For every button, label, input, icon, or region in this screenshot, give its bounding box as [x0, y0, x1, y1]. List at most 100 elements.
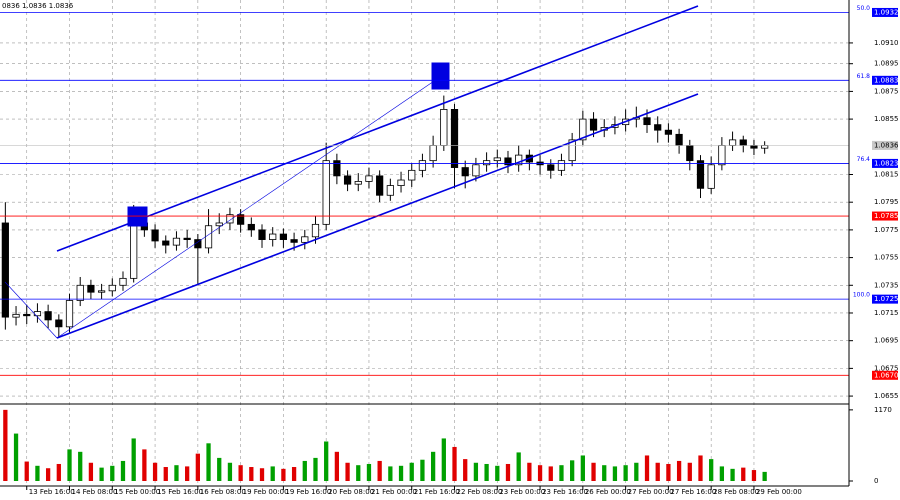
volume-bar: [388, 466, 393, 481]
volume-bar: [666, 463, 671, 481]
y-tick-label: 1.0815: [874, 170, 899, 178]
candle-body: [215, 222, 223, 227]
volume-bar: [505, 463, 511, 481]
volume-bar: [206, 443, 211, 481]
volume-bar: [142, 449, 147, 481]
x-tick-label: 13 Feb 16:00: [29, 488, 75, 496]
x-tick-label: 14 Feb 08:00: [72, 488, 118, 496]
volume-bar: [719, 466, 725, 481]
candle-body: [397, 179, 405, 186]
level-tag: [872, 158, 898, 168]
y-tick-label: 1.0695: [874, 337, 899, 345]
trend-line: [56, 76, 441, 339]
candle-body: [568, 139, 576, 162]
volume-bar: [441, 438, 446, 481]
volume-bar: [559, 465, 564, 481]
candle-body: [557, 160, 566, 171]
candle-body: [151, 229, 159, 242]
fib-label: 76.4: [857, 156, 871, 163]
level-tag: [872, 75, 898, 85]
candle-body: [493, 157, 501, 162]
volume-bar: [495, 465, 500, 481]
volume-bar: [174, 465, 179, 481]
overlay-layer: [0, 12, 849, 376]
channel-upper: [56, 5, 699, 252]
candle-body: [654, 124, 662, 131]
candle-body: [183, 237, 191, 240]
candle-body: [130, 222, 138, 279]
level-label: 1.0932: [874, 8, 899, 16]
candle-body: [761, 145, 769, 149]
volume-bar: [56, 463, 61, 481]
x-tick-label: 15 Feb 16:00: [157, 488, 203, 496]
candle-body: [696, 160, 705, 189]
fib-label: 50.0: [857, 5, 871, 12]
candle-body: [504, 157, 512, 166]
y-tick-label: 1.0775: [874, 226, 899, 234]
level-tag: [872, 7, 898, 17]
y-tick-label: 1.0655: [874, 392, 899, 400]
candle-body: [675, 133, 683, 146]
candle-body: [547, 164, 555, 171]
candle-body: [440, 109, 448, 146]
candle-body: [33, 311, 42, 317]
volume-bar: [623, 465, 628, 481]
volume-bar: [324, 441, 329, 481]
candle-body: [322, 160, 330, 225]
volume-bar: [302, 460, 307, 481]
candle-body: [290, 239, 298, 243]
candle-body: [664, 129, 673, 135]
volume-bar: [249, 467, 254, 481]
candle-body: [333, 160, 341, 177]
candle-body: [482, 160, 491, 166]
y-tick-label: 1.0895: [874, 60, 899, 68]
candle-body: [108, 284, 116, 292]
candle-body: [269, 233, 277, 240]
marks-layer: [1, 95, 769, 481]
candle-body: [226, 214, 234, 224]
volume-bar: [463, 459, 468, 481]
y-tick-label: 1.0715: [874, 309, 899, 317]
x-tick-label: 26 Feb 00:00: [585, 488, 631, 496]
volume-bar: [741, 467, 746, 481]
candle-body: [707, 164, 715, 189]
candle-body: [23, 313, 31, 317]
candle-body: [279, 233, 288, 240]
volume-bar: [334, 451, 340, 481]
volume-bar: [67, 449, 72, 481]
volume-bar: [452, 446, 457, 481]
volume-bar: [420, 459, 425, 481]
volume-bar: [751, 470, 757, 481]
candle-body: [461, 167, 469, 177]
trend-line: [4, 281, 58, 339]
volume-bar: [516, 452, 521, 481]
candle-body: [450, 109, 459, 168]
level-label: 1.0823: [874, 159, 899, 167]
fib-label: 61.8: [857, 73, 871, 80]
volume-bar: [88, 462, 94, 481]
y-tick-label: 1.0855: [874, 115, 899, 123]
candle-body: [237, 214, 245, 225]
volume-bar: [99, 467, 104, 481]
volume-bar: [730, 468, 735, 481]
volume-bar: [281, 468, 286, 481]
candle-body: [728, 139, 737, 146]
level-label: 1.0785: [874, 212, 899, 220]
volume-bar: [655, 462, 660, 481]
candle-body: [311, 223, 320, 238]
volume-bar: [270, 466, 275, 481]
volume-bar: [217, 457, 222, 481]
candle-body: [354, 181, 362, 185]
volume-bar: [634, 462, 639, 481]
volume-bar: [398, 465, 404, 481]
volume-bar: [356, 465, 361, 481]
volume-tick-label: 1170: [874, 406, 892, 414]
candle-body: [172, 237, 181, 246]
volume-bar: [484, 463, 489, 481]
y-tick-label: 1.0735: [874, 281, 899, 289]
y-tick-label: 1.0755: [874, 254, 899, 262]
marker-box: [127, 206, 148, 227]
candle-body: [429, 145, 437, 162]
candle-body: [750, 145, 758, 149]
